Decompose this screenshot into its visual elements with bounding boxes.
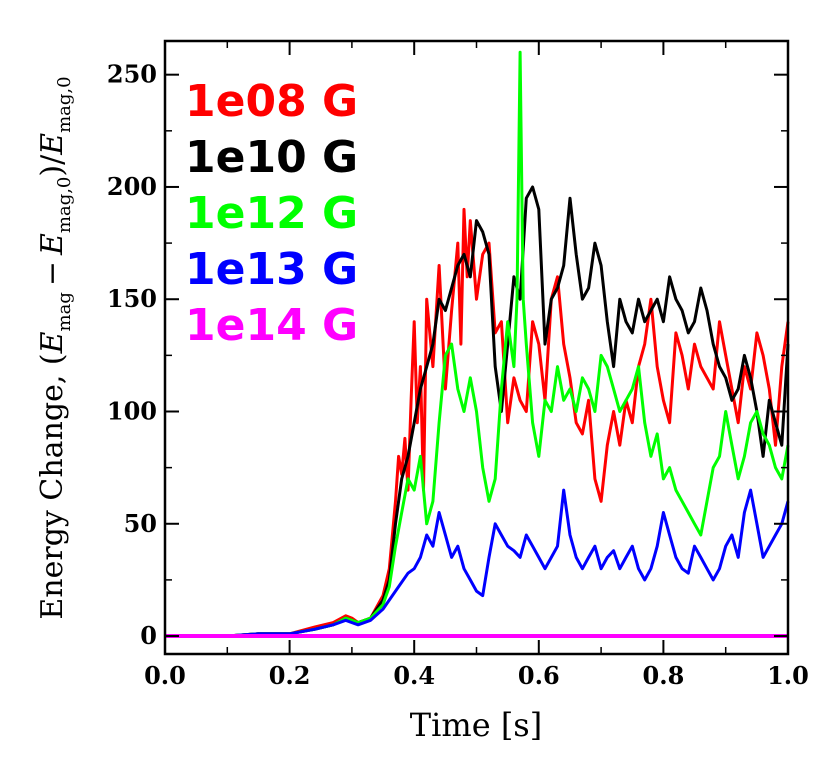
legend-label-1e12-g: 1e12 G — [185, 188, 358, 239]
y-axis-title-minus: − — [35, 261, 70, 286]
x-tick-label: 0.6 — [518, 661, 560, 690]
series-line-1e12-g — [165, 50, 790, 638]
legend-label-1e08-g: 1e08 G — [185, 76, 358, 127]
y-axis-title-e2: E — [35, 233, 70, 256]
x-tick-label: 1.0 — [767, 661, 809, 690]
series-line-1e10-g — [165, 185, 790, 638]
axis-ticks: 0.0 0.2 0.4 0.6 0.8 1.0 0 50 100 150 200 250 — [107, 41, 809, 690]
y-axis-title-s2: mag,0 — [54, 177, 75, 234]
y-tick-label: 150 — [107, 284, 157, 313]
legend-label-1e14-g: 1e14 G — [185, 300, 358, 351]
legend-label-1e13-g: 1e13 G — [185, 244, 358, 295]
x-tick-label: 0.2 — [269, 661, 311, 690]
y-tick-label: 50 — [124, 509, 157, 538]
y-tick-label: 100 — [107, 396, 157, 425]
series-line-1e13-g — [165, 488, 790, 638]
series-group — [165, 50, 790, 638]
y-axis-title-mid: )/ — [35, 154, 70, 177]
x-tick-label: 0.8 — [643, 661, 685, 690]
y-axis-title-s3: mag,0 — [54, 76, 75, 133]
y-tick-label: 0 — [140, 621, 157, 650]
y-axis-title-s1: mag — [54, 292, 75, 331]
x-tick-label: 0.0 — [144, 661, 186, 690]
y-axis-title: Energy Change, (Emag−Emag,0)/Emag,0 — [35, 76, 75, 619]
y-tick-label: 250 — [107, 60, 157, 89]
x-axis-title: Time [s] — [410, 706, 542, 744]
y-axis-title-lead: Energy Change, ( — [35, 353, 70, 619]
y-tick-label: 200 — [107, 172, 157, 201]
legend-label-1e10-g: 1e10 G — [185, 132, 358, 183]
x-tick-label: 0.4 — [393, 661, 435, 690]
y-axis-title-e3: E — [35, 133, 70, 156]
y-axis-title-e1: E — [35, 331, 70, 354]
